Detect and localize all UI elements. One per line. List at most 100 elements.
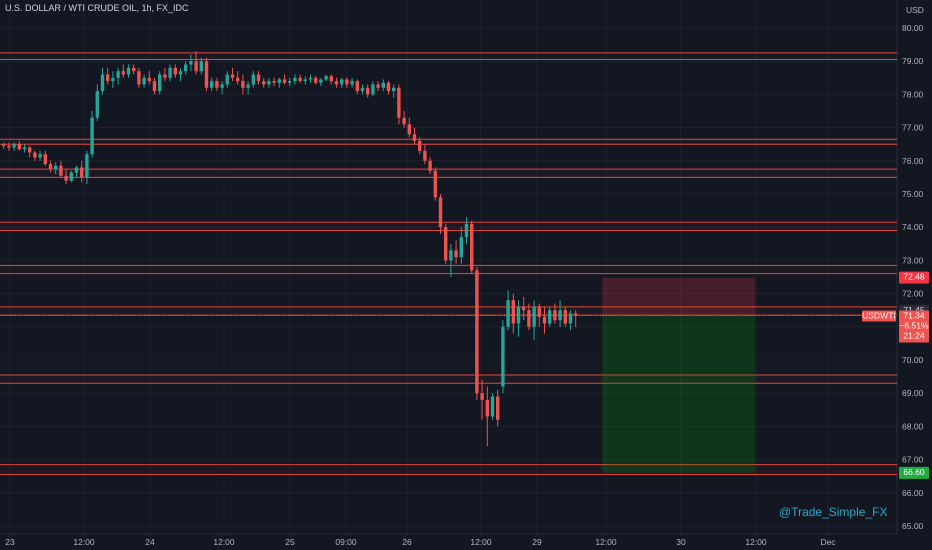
candle-body	[184, 64, 188, 72]
candle-body	[54, 165, 58, 170]
candle-body	[480, 393, 484, 400]
price-axis[interactable]: 65.0066.0067.0068.0069.0070.0071.0072.00…	[902, 5, 924, 531]
level-band	[0, 265, 897, 274]
candle-body	[121, 71, 125, 75]
candle-body	[376, 84, 380, 88]
candle-body	[350, 81, 354, 85]
candle-body	[236, 77, 240, 82]
take-profit-zone	[602, 315, 755, 473]
candle-body	[80, 167, 84, 178]
x-tick-label: Dec	[820, 537, 836, 547]
y-tick-label: 74.00	[902, 222, 924, 232]
candle-body	[558, 310, 562, 321]
candle-body	[43, 154, 47, 165]
level-band	[0, 464, 897, 475]
candle-body	[7, 145, 11, 148]
support-resistance-levels	[0, 52, 897, 476]
candle-body	[69, 172, 73, 181]
candle-body	[366, 87, 370, 95]
candle-body	[220, 84, 224, 88]
candle-body	[147, 77, 151, 82]
candle-body	[204, 61, 209, 88]
candle-body	[371, 84, 375, 95]
y-tick-label: 76.00	[902, 156, 924, 166]
y-tick-label: 73.00	[902, 255, 924, 265]
y-tick-label: 75.00	[902, 189, 924, 199]
candle-body	[522, 306, 526, 311]
candle-body	[59, 165, 63, 176]
y-tick-label: 66.00	[902, 488, 924, 498]
candle-body	[324, 76, 328, 80]
candle-body	[438, 197, 443, 228]
x-tick-label: 12:00	[470, 537, 492, 547]
stop-loss-zone	[602, 277, 755, 316]
candle-body	[241, 81, 245, 88]
candle-body	[100, 74, 105, 92]
candle-body	[116, 71, 120, 78]
currency-label: USD	[906, 5, 924, 15]
candle-body	[288, 81, 292, 83]
candle-body	[22, 147, 27, 150]
x-tick-label: 12:00	[73, 537, 95, 547]
candle-body	[189, 61, 193, 65]
candle-body	[532, 306, 536, 327]
candle-body	[423, 150, 427, 161]
level-band	[0, 52, 897, 60]
last-price-tag: 21:24	[903, 331, 925, 341]
candle-body	[74, 167, 79, 173]
candle-body	[433, 170, 437, 198]
candle-body	[12, 144, 16, 148]
last-price-tag-bg	[899, 310, 929, 343]
candle-body	[516, 306, 521, 324]
candle-body	[459, 237, 463, 258]
candle-body	[28, 147, 32, 153]
candle-body	[407, 124, 411, 135]
candle-body	[106, 74, 110, 82]
candle-body	[90, 117, 94, 155]
candle-body	[501, 326, 505, 387]
candle-body	[262, 81, 266, 85]
y-tick-label: 65.00	[902, 521, 924, 531]
candle-body	[199, 61, 203, 72]
candle-body	[137, 71, 141, 85]
candle-body	[464, 223, 469, 238]
candle-body	[381, 82, 385, 88]
candle-body	[168, 67, 172, 78]
candle-body	[251, 74, 255, 85]
x-tick-label: 29	[532, 537, 542, 547]
chart-title: U.S. DOLLAR / WTI CRUDE OIL, 1h, FX_IDC	[5, 3, 189, 13]
candle-body	[215, 81, 219, 88]
candle-body	[314, 77, 318, 83]
candle-body	[444, 227, 448, 261]
candle-body	[334, 81, 339, 85]
y-tick-label: 77.00	[902, 123, 924, 133]
y-tick-label: 69.00	[902, 388, 924, 398]
candle-body	[548, 310, 552, 324]
candle-body	[152, 81, 157, 92]
candle-body	[267, 81, 271, 85]
level-band	[0, 139, 897, 145]
candle-body	[178, 71, 183, 75]
candle-body	[282, 79, 287, 83]
candle-body	[173, 67, 177, 75]
stop-price-tag-bg	[899, 271, 929, 284]
candle-body	[210, 81, 214, 88]
candle-body	[142, 77, 146, 85]
candle-body	[397, 87, 401, 118]
time-axis[interactable]: 23 12:00 24 12:00 25 09:00 26 12:00 29 12:00 30 12:…	[5, 537, 836, 547]
level-band	[0, 374, 897, 384]
candle-body	[319, 79, 323, 83]
candle-body	[256, 74, 261, 82]
candle-body	[95, 91, 99, 118]
y-tick-label: 67.00	[902, 455, 924, 465]
candle-body	[85, 154, 89, 178]
x-tick-label: 12:00	[595, 537, 617, 547]
candle-body	[64, 175, 68, 181]
candle-body	[506, 300, 510, 327]
candle-body	[303, 79, 307, 82]
watermark: @Trade_Simple_FX	[779, 505, 888, 519]
candle-body	[230, 74, 235, 78]
candle-body	[418, 140, 422, 151]
